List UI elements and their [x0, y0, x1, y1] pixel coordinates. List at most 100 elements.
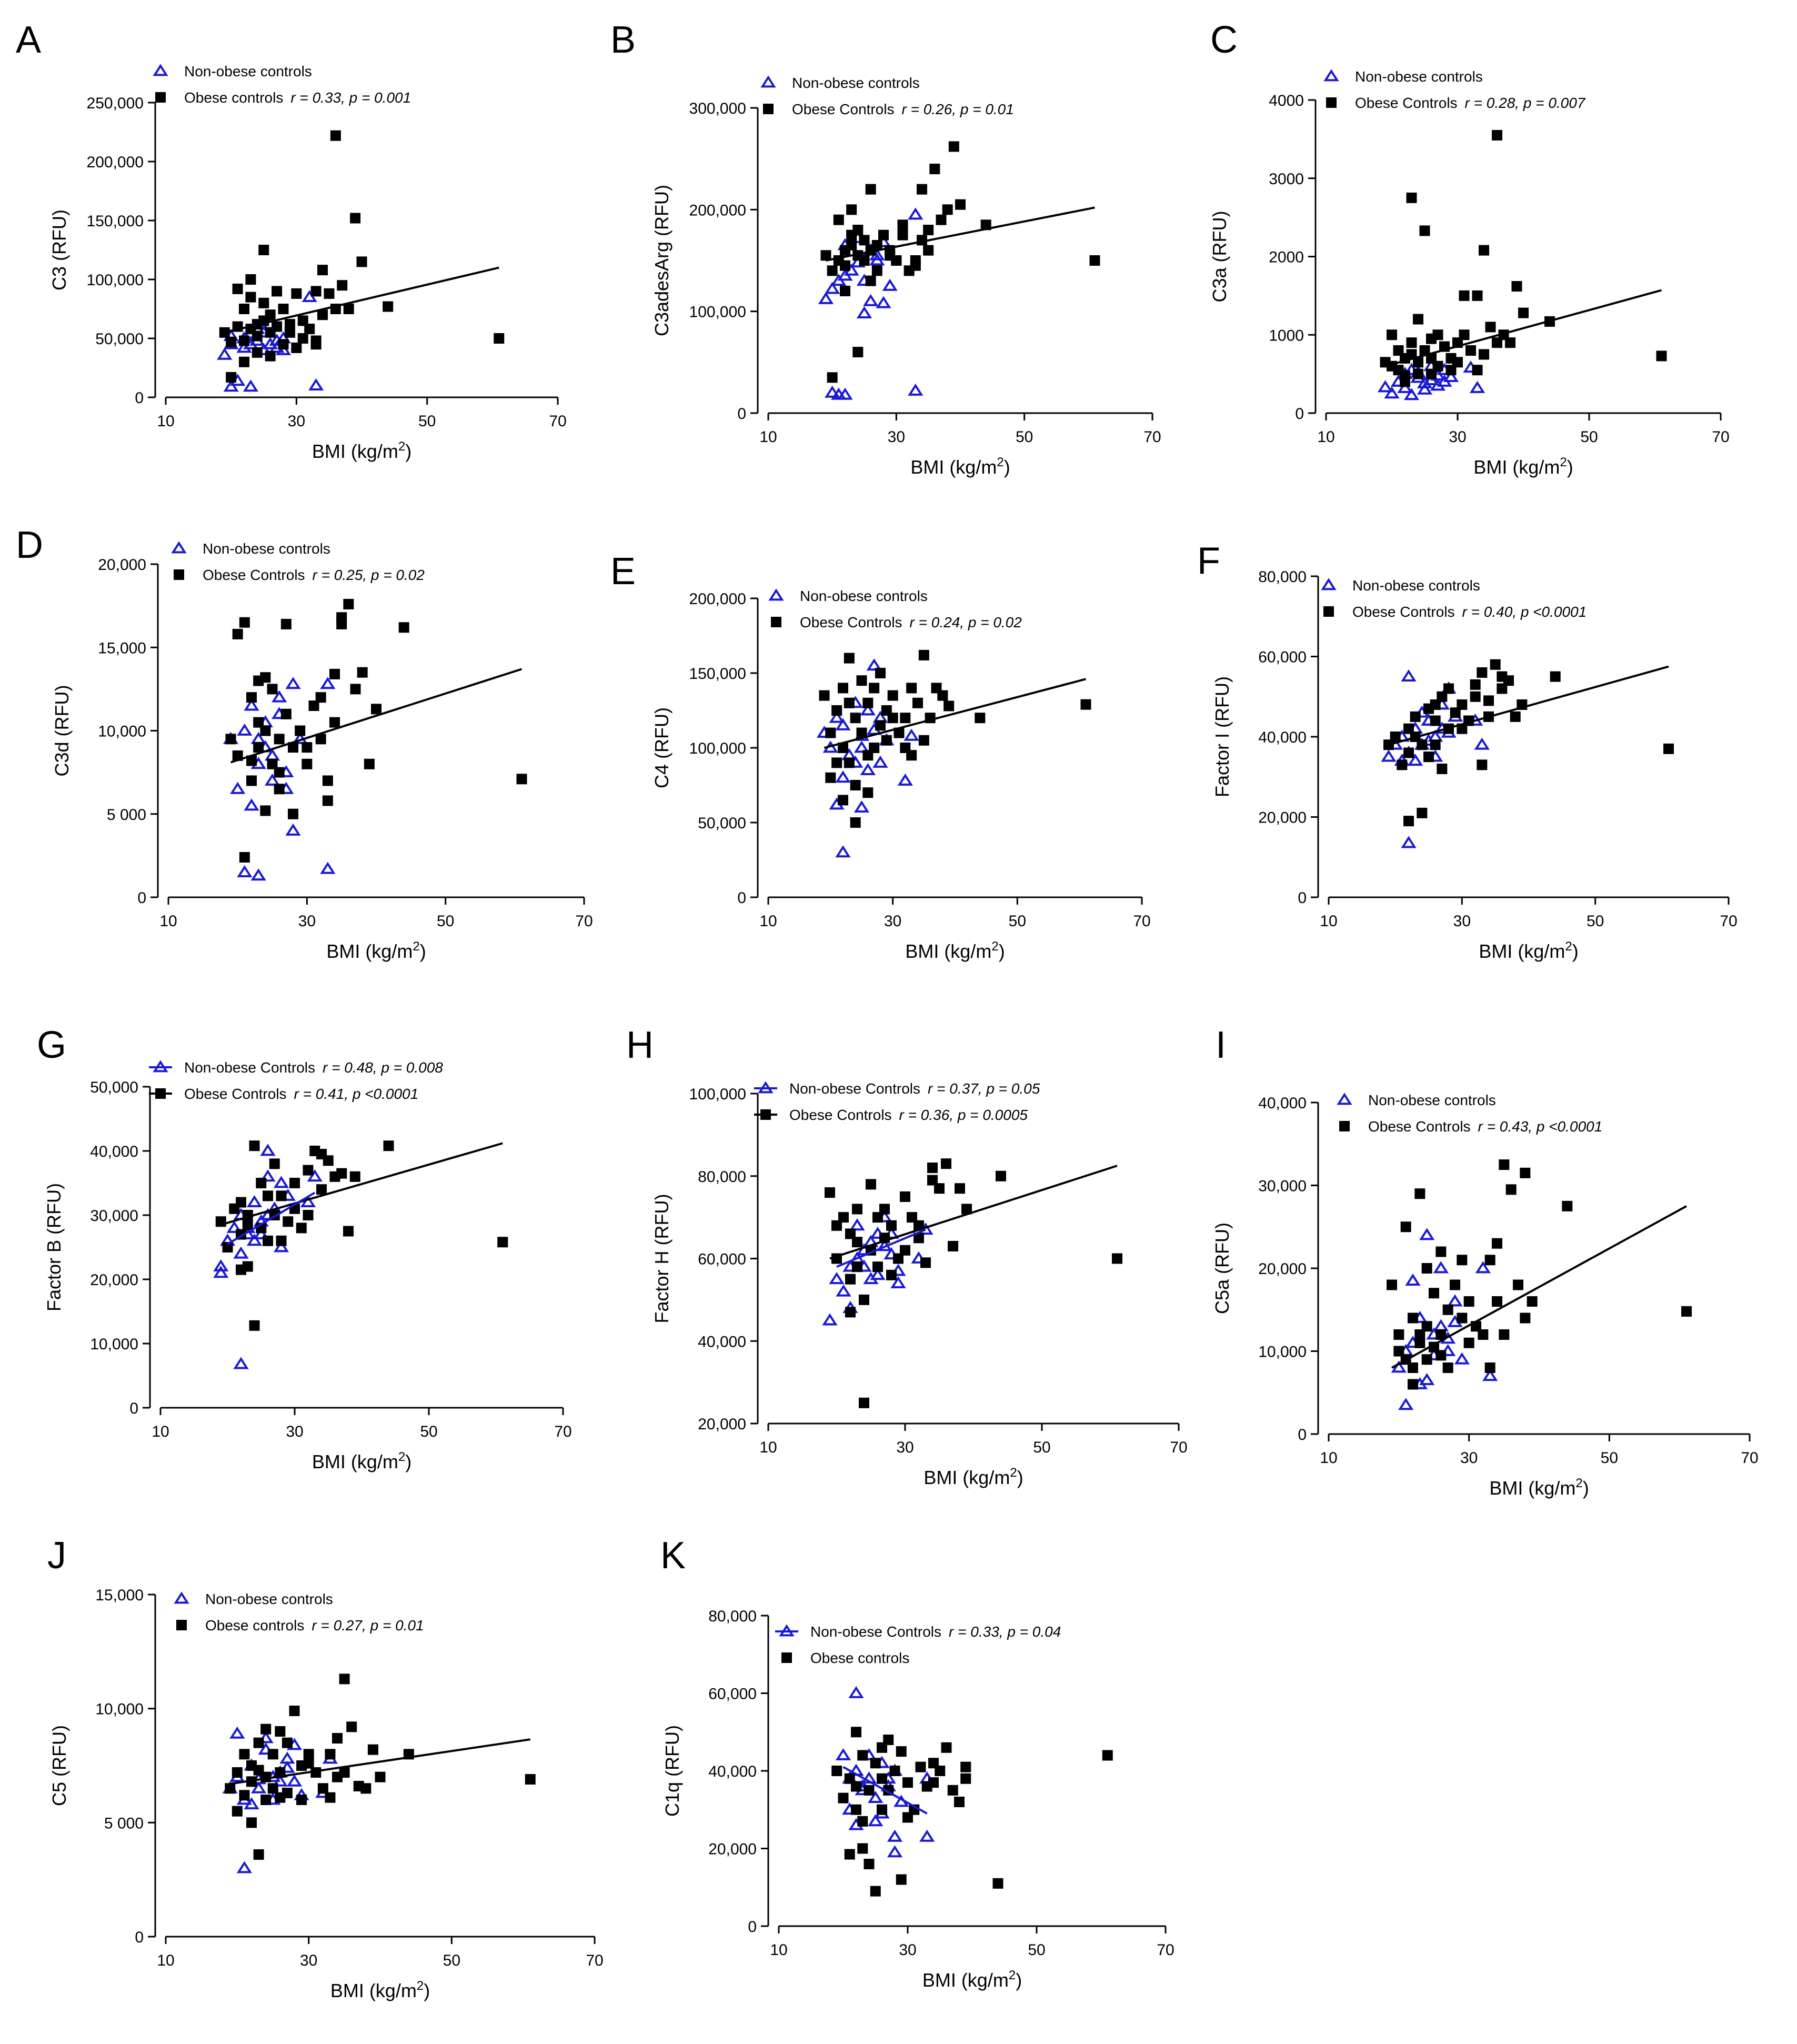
data-point-obese: [284, 319, 295, 330]
data-point-obese: [296, 1795, 307, 1805]
data-point-obese: [274, 734, 285, 745]
data-point-nonobese: [868, 1814, 884, 1827]
data-point-obese: [239, 1790, 250, 1801]
y-tick-label: 40,000: [1258, 729, 1307, 746]
x-tick-label: 70: [1741, 1449, 1758, 1467]
data-point-obese: [317, 1783, 328, 1794]
legend-entry: Non-obese controls: [1355, 68, 1483, 85]
data-point-obese: [360, 1783, 372, 1794]
data-point-nonobese: [244, 798, 259, 811]
data-point-obese: [870, 1886, 881, 1897]
x-tick-label: 30: [1449, 428, 1466, 446]
data-point-obese: [516, 774, 527, 785]
data-point-obese: [337, 280, 348, 291]
legend-entry: Non-obese Controls r = 0.48, p = 0.008: [184, 1059, 443, 1076]
data-point-obese: [253, 1737, 264, 1748]
legend-marker-obese: [771, 617, 781, 627]
data-point-nonobese: [1398, 1398, 1414, 1410]
data-point-obese: [1459, 329, 1470, 340]
data-point-obese: [1390, 732, 1401, 742]
y-tick-label: 3000: [1269, 171, 1304, 188]
data-point-nonobese: [1401, 669, 1417, 682]
data-point-nonobese: [250, 1781, 267, 1793]
data-point-nonobese: [854, 740, 870, 753]
data-point-obese: [252, 347, 263, 358]
data-point-nonobese: [1377, 380, 1393, 393]
data-point-nonobese: [1397, 380, 1413, 393]
data-point-obese: [1408, 1362, 1418, 1373]
data-point-obese: [850, 817, 861, 828]
legend-marker-nonobese: [174, 1591, 189, 1604]
x-tick-label: 50: [418, 413, 436, 430]
data-point-obese: [1432, 329, 1443, 340]
data-point-obese: [1499, 1329, 1510, 1340]
data-point-obese: [310, 286, 322, 297]
data-point-obese: [232, 1806, 243, 1817]
data-point-nonobese: [1419, 1372, 1435, 1386]
legend-entry: Obese Controls r = 0.40, p <0.0001: [1352, 604, 1587, 620]
data-point-nonobese: [264, 773, 280, 786]
data-point-obese: [838, 743, 848, 753]
x-tick-label: 10: [759, 913, 777, 930]
data-point-obese: [877, 1773, 887, 1784]
data-point-obese: [897, 229, 908, 241]
y-axis-label: C3a (RFU): [1209, 211, 1230, 302]
y-tick-label: 10,000: [90, 1336, 138, 1353]
data-point-obese: [322, 795, 333, 806]
panel-label: E: [610, 550, 636, 593]
data-point-obese: [267, 1749, 278, 1760]
data-point-obese: [343, 304, 354, 314]
data-point-obese: [324, 288, 335, 299]
data-point-obese: [871, 240, 882, 251]
data-point-nonobese: [825, 282, 840, 294]
data-point-obese: [1490, 659, 1501, 670]
data-point-obese: [1485, 322, 1496, 333]
data-point-obese: [850, 713, 861, 724]
data-point-obese: [1426, 368, 1437, 379]
data-point-obese: [1505, 337, 1515, 348]
data-point-nonobese: [869, 253, 885, 266]
data-point-obese: [831, 1220, 842, 1231]
panel-c: C 10 30 50 70 0 1000 2000 3000 4000 BMI (kg/m2) C3a…: [1209, 19, 1730, 478]
data-point-nonobese: [887, 1845, 903, 1858]
data-point-obese: [356, 256, 367, 267]
data-point-obese: [236, 1197, 246, 1208]
x-tick-label: 70: [1143, 428, 1161, 446]
y-tick-label: 4000: [1269, 92, 1304, 109]
y-tick-label: 10,000: [1258, 1344, 1307, 1361]
data-point-obese: [833, 214, 844, 225]
data-point-obese: [1406, 192, 1417, 203]
x-tick-label: 50: [1016, 428, 1033, 446]
data-point-obese: [1483, 695, 1494, 706]
data-point-nonobese: [872, 755, 888, 768]
data-point-nonobese: [835, 845, 851, 858]
data-point-obese: [350, 684, 361, 695]
data-point-obese: [274, 784, 285, 795]
x-axis-label: BMI (kg/m2): [312, 439, 411, 462]
data-point-obese: [297, 315, 308, 326]
data-point-obese: [857, 1843, 868, 1854]
data-point-obese: [297, 333, 308, 344]
data-point-obese: [275, 1726, 286, 1737]
x-tick-label: 10: [152, 1423, 169, 1440]
x-tick-label: 30: [1453, 913, 1471, 930]
data-point-obese: [1089, 255, 1100, 266]
data-point-obese: [282, 1737, 293, 1748]
data-point-obese: [864, 1859, 875, 1869]
data-point-obese: [852, 347, 864, 357]
legend-marker-obese: [781, 1652, 792, 1663]
y-tick-label: 60,000: [1258, 649, 1307, 666]
y-tick-label: 0: [135, 1929, 144, 1946]
legend-marker-obese: [174, 569, 184, 580]
data-point-nonobese: [250, 868, 266, 881]
data-point-obese: [941, 1742, 952, 1753]
panel-e: E 10 30 50 70 0 50,000 100,000 150,000 200,000 BMI…: [610, 550, 1151, 962]
data-point-nonobese: [1469, 380, 1485, 393]
legend-entry: Non-obese Controls r = 0.33, p = 0.04: [810, 1624, 1061, 1640]
legend-entry: Non-obese controls: [1368, 1092, 1496, 1108]
x-axis-label: BMI (kg/m2): [1489, 1476, 1589, 1499]
data-point-nonobese: [882, 278, 898, 291]
data-point-obese: [1459, 290, 1470, 301]
data-point-obese: [375, 1771, 386, 1782]
